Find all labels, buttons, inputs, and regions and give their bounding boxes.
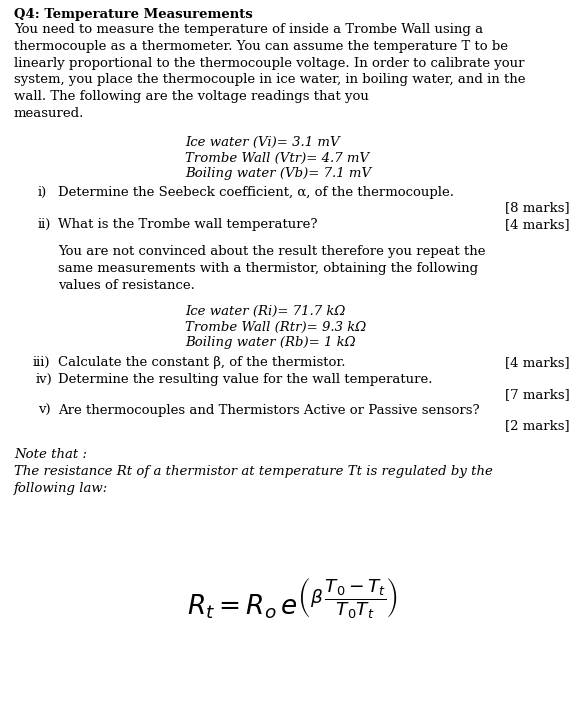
- Text: Determine the resulting value for the wall temperature.: Determine the resulting value for the wa…: [58, 373, 432, 386]
- Text: iv): iv): [36, 373, 53, 386]
- Text: What is the Trombe wall temperature?: What is the Trombe wall temperature?: [58, 218, 318, 231]
- Text: i): i): [38, 186, 47, 199]
- Text: [4 marks]: [4 marks]: [505, 218, 570, 231]
- Text: ii): ii): [38, 218, 51, 231]
- Text: Determine the Seebeck coefficient, α, of the thermocouple.: Determine the Seebeck coefficient, α, of…: [58, 186, 454, 199]
- Text: Trombe Wall (Rtr)= 9.3 kΩ: Trombe Wall (Rtr)= 9.3 kΩ: [185, 321, 366, 333]
- Text: Ice water (Ri)= 71.7 kΩ: Ice water (Ri)= 71.7 kΩ: [185, 305, 345, 318]
- Text: $R_t = R_o \, e^{\left(\beta \, \dfrac{T_0 - T_t}{T_0 T_t}\right)}$: $R_t = R_o \, e^{\left(\beta \, \dfrac{T…: [187, 576, 398, 621]
- Text: You are not convinced about the result therefore you repeat the
same measurement: You are not convinced about the result t…: [58, 245, 486, 292]
- Text: You need to measure the temperature of inside a Trombe Wall using a
thermocouple: You need to measure the temperature of i…: [14, 23, 525, 120]
- Text: [7 marks]: [7 marks]: [505, 388, 570, 402]
- Text: Ice water (Vi)= 3.1 mV: Ice water (Vi)= 3.1 mV: [185, 136, 340, 149]
- Text: v): v): [38, 404, 51, 417]
- Text: [8 marks]: [8 marks]: [505, 202, 570, 214]
- Text: Calculate the constant β, of the thermistor.: Calculate the constant β, of the thermis…: [58, 356, 346, 369]
- Text: Trombe Wall (Vtr)= 4.7 mV: Trombe Wall (Vtr)= 4.7 mV: [185, 152, 369, 164]
- Text: Are thermocouples and Thermistors Active or Passive sensors?: Are thermocouples and Thermistors Active…: [58, 404, 480, 417]
- Text: [2 marks]: [2 marks]: [505, 419, 570, 432]
- Text: iii): iii): [33, 356, 50, 369]
- Text: Boiling water (Rb)= 1 kΩ: Boiling water (Rb)= 1 kΩ: [185, 336, 356, 349]
- Text: Note that :
The resistance Rt of a thermistor at temperature Tt is regulated by : Note that : The resistance Rt of a therm…: [14, 448, 493, 495]
- Text: [4 marks]: [4 marks]: [505, 356, 570, 369]
- Text: Q4: Temperature Measurements: Q4: Temperature Measurements: [14, 8, 253, 21]
- Text: Boiling water (Vb)= 7.1 mV: Boiling water (Vb)= 7.1 mV: [185, 167, 371, 180]
